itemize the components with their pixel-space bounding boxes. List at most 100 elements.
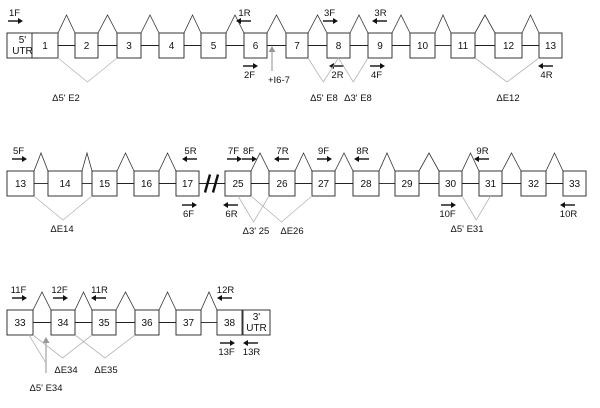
splice-junction (81, 151, 93, 172)
primer-8r: 8R (354, 146, 369, 162)
primer-arrowhead (380, 63, 385, 69)
alt-junction (33, 195, 93, 221)
exon-3: 3 (116, 32, 142, 59)
exon-1: 1 (31, 32, 59, 59)
exon-label: 7 (294, 41, 300, 52)
splice-junction (200, 291, 218, 311)
primer-label: 1F (9, 8, 20, 19)
exon-38: 38 (216, 309, 243, 336)
event-label: ΔE34 (54, 365, 77, 376)
event-label: Δ5' E31 (451, 224, 484, 235)
exon-34: 34 (50, 309, 76, 336)
exon-35: 35 (91, 309, 117, 336)
break-mark (211, 174, 220, 193)
primer-label: 6R (225, 209, 237, 220)
exon-label: 31 (485, 179, 497, 190)
event-label: +I6-7 (268, 75, 290, 86)
retention-arrowhead (268, 46, 276, 52)
primer-arrowhead (560, 202, 565, 208)
exon-16: 16 (133, 170, 160, 197)
primer-12f: 12F (51, 285, 68, 301)
exon-28: 28 (352, 170, 380, 197)
primer-label: 5R (184, 146, 196, 157)
splice-junction (349, 14, 369, 34)
primer-label: 11F (11, 285, 27, 296)
primer-3r: 3R (372, 8, 387, 24)
primer-arrowhead (372, 18, 377, 24)
splice-event-delta-5-e2: Δ5' E2 (52, 57, 118, 104)
exon-label: 3' (253, 312, 261, 323)
splice-junction (32, 291, 52, 311)
gene-row-2: 13 14 15 16 17 25 26 27 28 29 30 31 32 33 5F 5R 6F 7F 8F 6R… (6, 146, 587, 237)
splice-junction (434, 14, 452, 34)
exon-3-utr: 3'UTR (242, 309, 271, 336)
exon-label: 2 (84, 41, 90, 52)
exon-label: 13 (545, 41, 557, 52)
splice-junction (521, 14, 540, 34)
exon-label: UTR (12, 46, 33, 57)
exon-label: 30 (445, 179, 457, 190)
primer-label: 13F (218, 347, 235, 358)
exon-13: 13 (538, 32, 563, 59)
primer-9f: 9F (317, 146, 332, 162)
exon-27: 27 (311, 170, 336, 197)
splice-junction (294, 152, 313, 172)
exon-label: 33 (14, 318, 26, 329)
primer-arrowhead (236, 18, 241, 24)
primer-arrowhead (18, 18, 23, 24)
splice-junction (97, 14, 118, 34)
primer-label: 8R (356, 146, 368, 157)
exon-6: 6 (243, 32, 268, 59)
exon-37: 37 (175, 309, 202, 336)
exon-15: 15 (91, 170, 118, 197)
splice-junction (33, 151, 49, 172)
splice-junction (57, 14, 76, 34)
alt-junction (57, 57, 118, 83)
primer-arrowhead (333, 18, 338, 24)
exon-label: 33 (569, 179, 581, 190)
primer-9r: 9R (474, 146, 489, 162)
exon-33: 33 (562, 170, 587, 197)
splice-junction (74, 291, 93, 311)
splice-junction (250, 152, 270, 172)
splice-junction (501, 152, 522, 172)
exon-label: 27 (318, 179, 330, 190)
primer-6r: 6R (223, 202, 238, 220)
primer-arrowhead (474, 156, 479, 162)
primer-5r: 5R (182, 146, 197, 162)
event-arrowhead (42, 337, 50, 343)
exon-5: 5 (200, 32, 227, 59)
break-mark (203, 174, 212, 193)
exon-label: 29 (401, 179, 413, 190)
exon-36: 36 (134, 309, 160, 336)
exon-17: 17 (175, 170, 200, 197)
splice-junction (140, 14, 160, 34)
event-label: ΔE12 (496, 93, 519, 104)
exon-label: UTR (246, 323, 267, 334)
primer-10r: 10R (560, 202, 577, 220)
splice-event-delta-3-25: Δ3' 25 (237, 195, 270, 237)
splice-event-delta-5-e8: Δ5' E8 (307, 57, 339, 104)
primer-arrowhead (253, 63, 258, 69)
primer-arrowhead (237, 156, 242, 162)
primer-arrowhead (243, 340, 248, 346)
primer-13r: 13R (243, 340, 260, 358)
exon-label: 26 (276, 179, 288, 190)
primer-13f: 13F (218, 340, 235, 358)
primer-label: 1R (238, 8, 250, 19)
primer-label: 8F (243, 146, 254, 157)
exon-label: 13 (15, 179, 27, 190)
primer-1r: 1R (236, 8, 251, 24)
exon-label: 5 (211, 41, 217, 52)
splice-junction (158, 152, 177, 172)
exon-label: 6 (253, 41, 259, 52)
primer-label: 6F (183, 209, 194, 220)
exon-label: 11 (458, 41, 469, 52)
exon-label: 12 (503, 41, 515, 52)
alt-junction (74, 334, 136, 359)
exon-label: 36 (141, 318, 153, 329)
exon-32: 32 (520, 170, 547, 197)
primer-label: 12F (51, 285, 68, 296)
splice-junction (461, 152, 480, 172)
primer-5f: 5F (12, 146, 27, 162)
